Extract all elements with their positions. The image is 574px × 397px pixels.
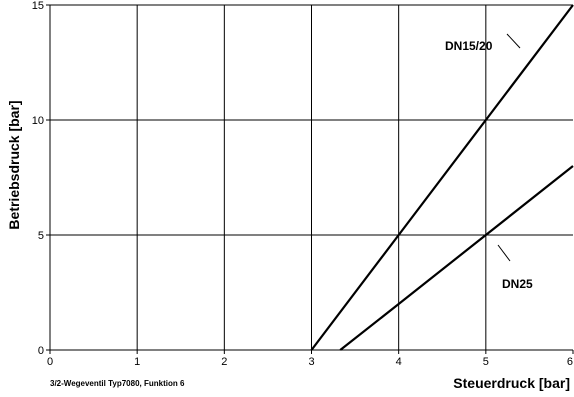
x-tick-label-2: 2 [221,356,227,368]
series-2-leader [497,244,511,262]
x-tick-label-0: 0 [47,356,53,368]
x-axis-title: Steuerdruck [bar] [453,375,570,391]
y-tick-label-15: 15 [32,0,44,12]
y-axis-title: Betriebsdruck [bar] [6,100,22,229]
tick-labels: 0 1 2 3 4 5 6 0 5 10 15 [32,0,573,368]
y-tick-label-10: 10 [32,115,44,127]
x-tick-label-3: 3 [308,356,314,368]
series-line-2 [339,165,574,351]
grid [46,4,574,354]
x-tick-label-6: 6 [567,356,573,368]
series-1-leader [506,33,521,49]
series-1-label: DN15/20 [445,39,493,53]
series-line-1 [310,4,574,351]
series-lines [310,4,574,351]
plot-frame [49,5,573,351]
series-2-label: DN25 [502,277,533,291]
x-tick-label-5: 5 [483,356,489,368]
x-tick-label-4: 4 [396,356,402,368]
y-tick-label-5: 5 [38,230,44,242]
chart-caption: 3/2-Wegeventil Typ7080, Funktion 6 [50,379,185,388]
series-annotations: DN15/20 DN25 [445,33,533,291]
y-tick-label-0: 0 [38,345,44,357]
x-tick-label-1: 1 [134,356,140,368]
